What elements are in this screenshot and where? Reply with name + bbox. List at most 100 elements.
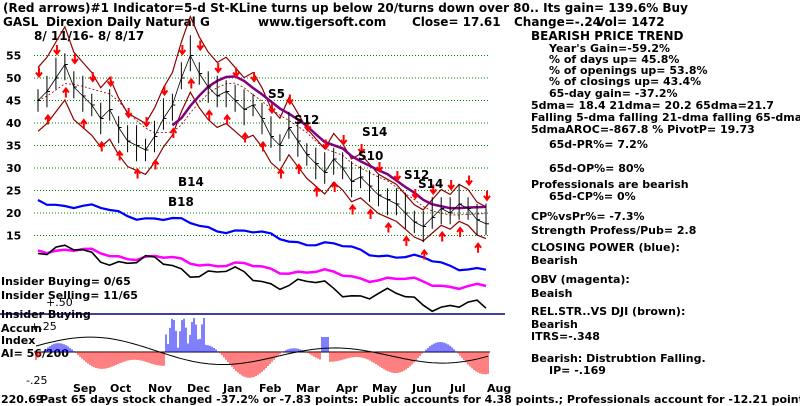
price-line-segment bbox=[369, 185, 379, 196]
signal-label: S12 bbox=[404, 168, 429, 182]
x-tick-label: Sep bbox=[73, 382, 96, 395]
price-line-segment bbox=[378, 194, 388, 200]
buy-arrow bbox=[223, 113, 231, 125]
plus-25-label: +.25 bbox=[30, 320, 57, 333]
panel-line: REL.STR..VS DJI (brown): bbox=[531, 305, 685, 318]
price-line-segment bbox=[180, 55, 191, 79]
sell-arrow bbox=[196, 40, 205, 52]
price-line-segment bbox=[64, 64, 75, 88]
closing-power-line bbox=[37, 199, 487, 272]
panel-line: Year's Gain=-59.2% bbox=[548, 42, 670, 55]
indicator-lines bbox=[37, 199, 487, 313]
obv-line bbox=[37, 247, 487, 291]
y-tick-label: 30 bbox=[6, 162, 22, 175]
price-line-segment bbox=[422, 217, 433, 227]
ai-value: AI= 56/200 bbox=[1, 347, 69, 360]
price-line-segment bbox=[145, 136, 155, 151]
signal-label: S5 bbox=[268, 87, 285, 101]
panel-line: 65-day gain= -37.2% bbox=[549, 87, 678, 100]
price-line-segment bbox=[261, 118, 272, 137]
company-name: Direxion Daily Natural G bbox=[46, 15, 210, 29]
insider-buying-label: Insider Buying bbox=[1, 308, 91, 321]
price-line-segment bbox=[73, 86, 84, 97]
signal-label: S10 bbox=[358, 149, 383, 163]
sell-arrow bbox=[286, 94, 294, 106]
price-line-segment bbox=[414, 221, 424, 227]
price-line-segment bbox=[55, 64, 66, 79]
sell-arrow bbox=[160, 85, 169, 97]
sell-arrow bbox=[393, 171, 402, 182]
panel-line: CLOSING POWER (blue): bbox=[531, 241, 680, 254]
price-line-segment bbox=[198, 73, 209, 88]
price-bars bbox=[37, 35, 489, 243]
signal-label: B14 bbox=[178, 175, 204, 189]
vol-value: Vol= 1472 bbox=[596, 15, 665, 29]
signal-label: B18 bbox=[168, 195, 194, 209]
panel-line: CP%vsPr%= -7.3% bbox=[531, 210, 645, 223]
price-line-segment bbox=[118, 127, 128, 142]
y-tick-label: 45 bbox=[6, 95, 21, 108]
panel-line: Falling 5-dma falling 21-dma falling 65-… bbox=[531, 111, 800, 124]
x-tick-label: Oct bbox=[110, 382, 131, 395]
footer-left-number: 220.69 bbox=[1, 393, 43, 406]
panel-line: Bearish: Distrubtion Falling. bbox=[531, 352, 706, 365]
buy-arrow bbox=[420, 248, 429, 260]
sell-arrow bbox=[178, 45, 187, 56]
price-line-segment bbox=[270, 136, 281, 146]
sell-arrow bbox=[339, 135, 348, 146]
panel-line: 65d-PR%= 7.2% bbox=[549, 138, 648, 151]
price-line-segment bbox=[297, 140, 308, 155]
x-tick-label: Apr bbox=[336, 382, 358, 395]
panel-line: Strength Profess/Pub= 2.8 bbox=[531, 224, 696, 237]
buy-arrow bbox=[295, 163, 303, 174]
x-tick-label: Jan bbox=[222, 382, 242, 395]
price-line-segment bbox=[163, 104, 173, 119]
buy-arrow bbox=[133, 167, 142, 179]
relstr-line bbox=[37, 244, 487, 313]
panel-line: 65d-CP%= 0% bbox=[549, 190, 636, 203]
price-line-segment bbox=[243, 104, 254, 110]
price-line-segment bbox=[37, 91, 48, 101]
y-axis: 15 20 25 30 35 40 45 50 55 bbox=[6, 50, 22, 243]
ma65-line bbox=[171, 75, 487, 210]
sell-arrow bbox=[53, 45, 61, 56]
sell-arrow bbox=[106, 76, 115, 88]
panel-line: % of days up= 45.8% bbox=[549, 53, 679, 66]
index-label: Index bbox=[1, 334, 35, 347]
panel-line: Bearish bbox=[531, 318, 578, 331]
buy-arrow bbox=[330, 181, 339, 192]
price-line-segment bbox=[387, 199, 397, 205]
price-line-segment bbox=[476, 219, 487, 225]
sell-arrow bbox=[429, 184, 438, 196]
price-line-segment bbox=[172, 77, 182, 106]
buy-arrow bbox=[259, 140, 267, 152]
signal-arrows bbox=[35, 40, 491, 260]
plus-50-label: +.50 bbox=[46, 296, 73, 309]
sell-arrow bbox=[321, 139, 330, 151]
panel-line: OBV (magenta): bbox=[531, 273, 630, 286]
panel-line: Bearish bbox=[531, 254, 578, 267]
price-line-segment bbox=[315, 163, 326, 173]
insider-buying: Insider Buying= 0/65 bbox=[1, 275, 131, 288]
buy-arrow bbox=[312, 185, 321, 197]
panel-line: IP= -.169 bbox=[549, 364, 606, 377]
x-tick-label: Aug bbox=[487, 382, 511, 395]
sell-arrow bbox=[447, 180, 455, 191]
accum-ma-line bbox=[35, 336, 489, 365]
sell-arrow bbox=[71, 54, 79, 65]
price-line-segment bbox=[360, 176, 370, 187]
price-line-segment bbox=[127, 140, 137, 146]
date-range: 8/ 11/16- 8/ 8/17 bbox=[34, 29, 144, 43]
price-line-segment bbox=[431, 208, 442, 218]
y-tick-label: 50 bbox=[6, 72, 22, 85]
sell-arrow bbox=[375, 162, 384, 173]
price-line-segment bbox=[458, 203, 469, 209]
price-line-segment bbox=[279, 127, 290, 146]
sell-arrow bbox=[142, 117, 151, 128]
y-tick-label: 20 bbox=[6, 207, 22, 220]
x-tick-label: Jul bbox=[449, 382, 466, 395]
insider-selling: Insider Selling= 11/65 bbox=[1, 289, 138, 302]
buy-arrow bbox=[474, 242, 482, 253]
price-line-segment bbox=[405, 212, 415, 223]
